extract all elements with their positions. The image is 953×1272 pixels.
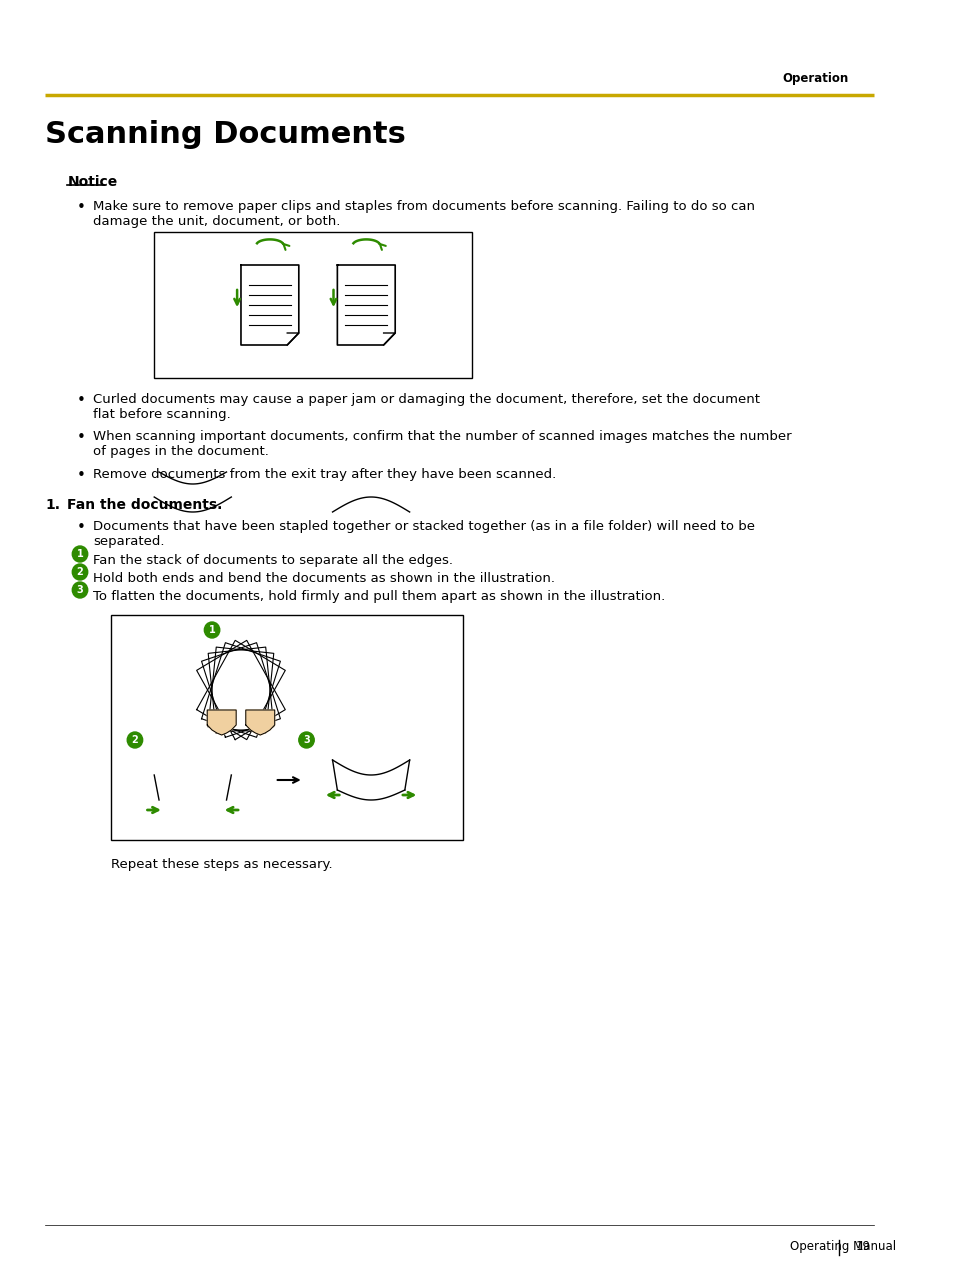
Text: Make sure to remove paper clips and staples from documents before scanning. Fail: Make sure to remove paper clips and stap…	[93, 200, 755, 228]
Polygon shape	[208, 647, 274, 733]
Text: Scanning Documents: Scanning Documents	[45, 120, 406, 149]
Polygon shape	[154, 759, 231, 800]
Polygon shape	[246, 710, 274, 735]
Text: Documents that have been stapled together or stacked together (as in a file fold: Documents that have been stapled togethe…	[93, 520, 755, 548]
FancyBboxPatch shape	[111, 614, 462, 840]
Text: 3: 3	[303, 735, 310, 745]
Circle shape	[72, 583, 88, 598]
FancyBboxPatch shape	[154, 232, 472, 378]
Text: 3: 3	[76, 585, 83, 595]
Text: Operating Manual: Operating Manual	[789, 1240, 896, 1253]
Text: Notice: Notice	[68, 176, 117, 190]
Text: Remove documents from the exit tray after they have been scanned.: Remove documents from the exit tray afte…	[93, 468, 557, 481]
Text: 1: 1	[76, 550, 83, 558]
Polygon shape	[196, 640, 285, 739]
Text: •: •	[77, 430, 86, 445]
Circle shape	[72, 563, 88, 580]
Polygon shape	[207, 710, 236, 735]
Circle shape	[298, 731, 314, 748]
Polygon shape	[208, 647, 274, 733]
Text: When scanning important documents, confirm that the number of scanned images mat: When scanning important documents, confi…	[93, 430, 791, 458]
Polygon shape	[333, 759, 409, 800]
Text: •: •	[77, 520, 86, 536]
Text: Fan the stack of documents to separate all the edges.: Fan the stack of documents to separate a…	[93, 555, 453, 567]
Polygon shape	[196, 640, 285, 739]
Text: 1.: 1.	[45, 499, 60, 513]
Text: 1: 1	[209, 625, 215, 635]
Polygon shape	[337, 265, 395, 345]
Text: •: •	[77, 468, 86, 483]
Polygon shape	[201, 642, 280, 738]
Text: •: •	[77, 200, 86, 215]
Text: 2: 2	[76, 567, 83, 577]
Polygon shape	[201, 642, 280, 738]
Text: Hold both ends and bend the documents as shown in the illustration.: Hold both ends and bend the documents as…	[93, 572, 555, 585]
Circle shape	[127, 731, 143, 748]
Text: Curled documents may cause a paper jam or damaging the document, therefore, set : Curled documents may cause a paper jam o…	[93, 393, 760, 421]
Text: •: •	[77, 393, 86, 408]
Circle shape	[204, 622, 219, 639]
Text: Repeat these steps as necessary.: Repeat these steps as necessary.	[111, 859, 333, 871]
Text: Operation: Operation	[781, 73, 847, 85]
Text: 2: 2	[132, 735, 138, 745]
Polygon shape	[241, 265, 298, 345]
Text: To flatten the documents, hold firmly and pull them apart as shown in the illust: To flatten the documents, hold firmly an…	[93, 590, 665, 603]
Text: Fan the documents.: Fan the documents.	[68, 499, 223, 513]
Circle shape	[72, 546, 88, 562]
Text: 19: 19	[855, 1240, 869, 1253]
